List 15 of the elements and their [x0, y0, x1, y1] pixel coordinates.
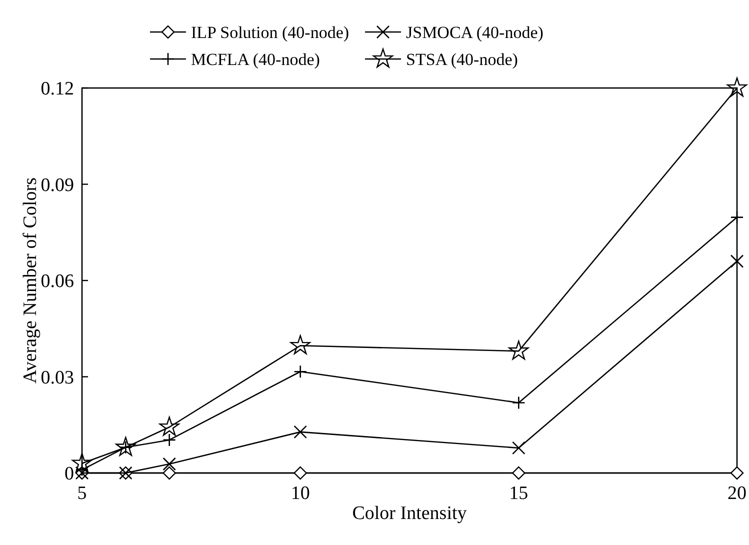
- x-tick-label: 20: [728, 483, 746, 504]
- y-tick-label: 0.03: [40, 367, 74, 388]
- x-tick-label: 15: [509, 483, 528, 504]
- y-tick-label: 0.12: [40, 78, 74, 100]
- y-tick-label: 0: [64, 464, 74, 485]
- legend-label: STSA (40-node): [406, 50, 518, 69]
- legend-label: JSMOCA (40-node): [406, 22, 544, 42]
- y-tick-label: 0.09: [40, 174, 74, 196]
- y-axis-title: Average Number of Colors: [20, 178, 41, 384]
- x-axis-title: Color Intensity: [352, 503, 468, 524]
- x-tick-label: 10: [290, 483, 310, 504]
- y-tick-label: 0.06: [40, 271, 74, 292]
- x-tick-label: 5: [77, 483, 87, 504]
- legend-label: ILP Solution (40-node): [191, 22, 350, 42]
- legend-label: MCFLA (40-node): [191, 50, 320, 69]
